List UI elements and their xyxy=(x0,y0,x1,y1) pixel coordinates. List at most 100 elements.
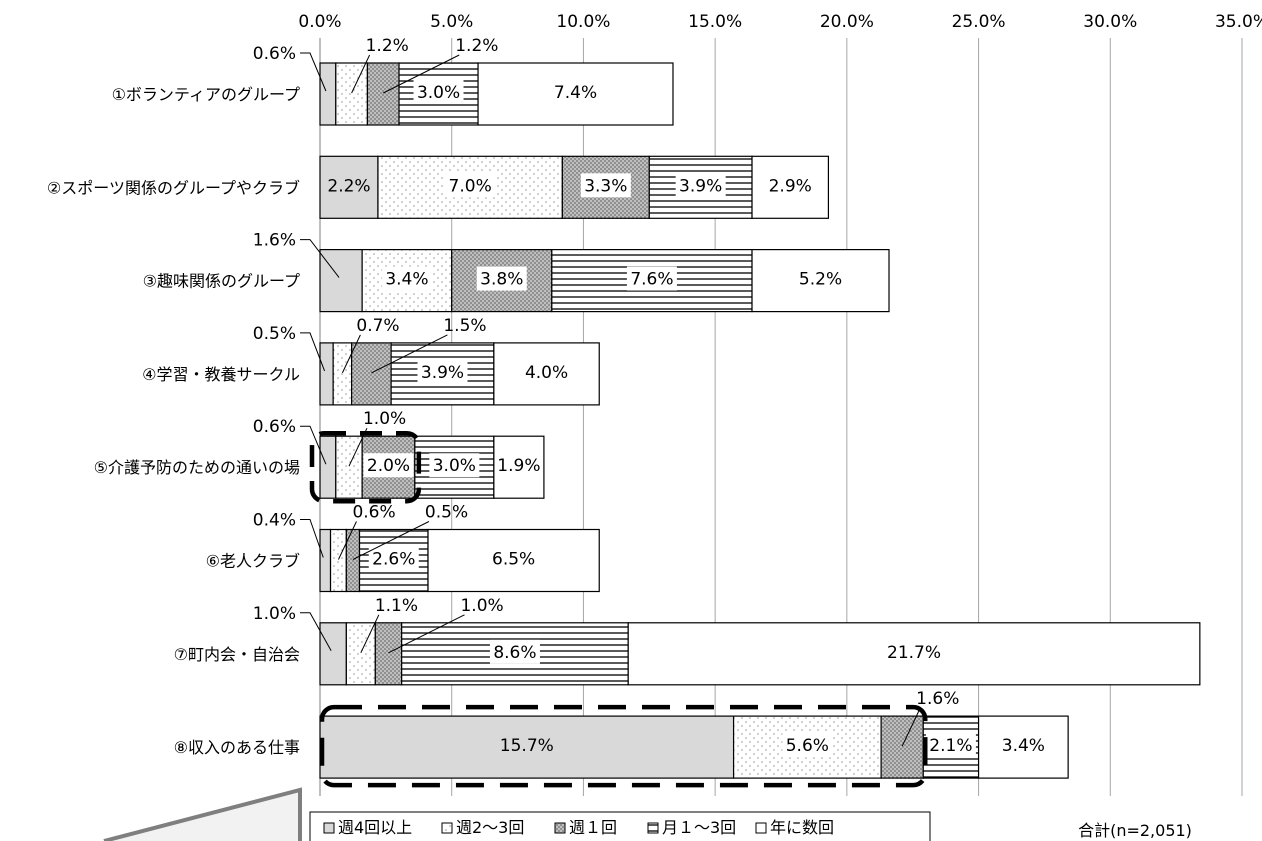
bar-segment xyxy=(319,622,347,686)
sample-size-annotation: 合計(n=2,051) xyxy=(1078,821,1192,840)
data-label-callout: 1.6% xyxy=(253,231,296,251)
bar-segment xyxy=(319,62,337,126)
bar-segment xyxy=(627,622,1201,686)
data-label-callout: 0.6% xyxy=(253,44,296,64)
data-label: 5.2% xyxy=(799,270,842,290)
data-label: 7.6% xyxy=(630,270,673,290)
bar-segment xyxy=(335,435,363,499)
data-label: 8.6% xyxy=(493,643,536,663)
bar-segment xyxy=(374,622,403,686)
legend-swatch xyxy=(755,822,767,834)
data-label: 21.7% xyxy=(887,643,941,663)
x-tick-label: 35.0% xyxy=(1215,12,1262,32)
bar-segment xyxy=(751,155,830,219)
leader-line xyxy=(901,707,921,747)
bar-segment xyxy=(332,342,353,406)
legend-label: 年に数回 xyxy=(770,818,834,837)
callout-shape xyxy=(103,787,302,841)
bar-segment xyxy=(732,715,882,779)
leader-line xyxy=(300,425,327,465)
category-label: ⑧収入のある仕事 xyxy=(174,738,300,757)
data-label: 2.0% xyxy=(367,456,410,476)
leader-line xyxy=(341,334,361,374)
legend-swatch xyxy=(323,822,335,834)
data-label-callout: 1.1% xyxy=(375,596,418,616)
legend-label: 週１回 xyxy=(569,818,617,837)
data-label: 7.4% xyxy=(554,83,597,103)
bar-segment xyxy=(880,715,924,779)
category-label: ⑥老人クラブ xyxy=(206,552,300,571)
data-label-bg xyxy=(580,173,631,198)
data-label-callout: 0.7% xyxy=(356,316,399,336)
legend-swatch xyxy=(441,822,453,834)
data-label-callout: 1.2% xyxy=(366,36,409,56)
data-label: 3.0% xyxy=(433,456,476,476)
data-label-callout: 1.5% xyxy=(443,316,486,336)
data-label-bg xyxy=(429,453,480,478)
category-label: ④学習・教養サークル xyxy=(142,365,300,384)
data-label: 2.6% xyxy=(372,550,415,570)
data-label: 2.9% xyxy=(769,176,812,196)
leader-line xyxy=(300,519,324,558)
bar-segment xyxy=(335,62,369,126)
bar-segment xyxy=(319,528,332,593)
data-label-bg xyxy=(417,359,468,384)
data-label: 3.3% xyxy=(584,176,627,196)
highlight-box xyxy=(309,430,422,504)
bar-segment xyxy=(319,342,334,406)
category-label: ③趣味関係のグループ xyxy=(143,272,300,291)
data-label-callout: 0.6% xyxy=(352,503,395,523)
data-label-bg xyxy=(381,266,432,291)
data-label: 6.5% xyxy=(492,550,535,570)
data-label-callout: 1.0% xyxy=(460,596,503,616)
x-tick-label: 25.0% xyxy=(952,12,1006,32)
bar-segment xyxy=(477,62,674,126)
data-label: 3.4% xyxy=(1002,736,1045,756)
legend-label: 週2～3回 xyxy=(456,818,524,837)
leader-line xyxy=(360,614,380,654)
data-label-bg xyxy=(476,266,527,291)
leader-line xyxy=(388,614,465,654)
data-label: 3.4% xyxy=(385,270,428,290)
x-tick-label: 30.0% xyxy=(1083,12,1137,32)
bar-segment xyxy=(493,342,600,406)
bar-segment xyxy=(329,528,347,593)
legend-swatch xyxy=(554,822,566,834)
bar-segment xyxy=(451,249,553,313)
data-label: 3.0% xyxy=(417,83,460,103)
data-label-callout: 0.6% xyxy=(253,417,296,437)
data-label: 15.7% xyxy=(500,736,554,756)
leader-line xyxy=(300,332,326,372)
data-label-bg xyxy=(489,639,540,664)
data-label-bg xyxy=(626,266,677,291)
category-label: ⑤介護予防のための通いの場 xyxy=(94,458,300,477)
data-label-bg xyxy=(368,546,419,571)
data-label-bg xyxy=(445,173,496,198)
x-tick-label: 15.0% xyxy=(688,12,742,32)
data-label: 3.9% xyxy=(421,363,464,383)
data-label: 4.0% xyxy=(525,363,568,383)
data-label: 1.9% xyxy=(497,456,540,476)
leader-line xyxy=(351,54,371,94)
data-label-callout: 0.4% xyxy=(253,511,296,531)
data-label: 2.1% xyxy=(929,736,972,756)
x-tick-label: 20.0% xyxy=(820,12,874,32)
data-label-callout: 0.5% xyxy=(253,324,296,344)
bar-segment xyxy=(751,249,890,313)
leader-line xyxy=(371,334,448,374)
data-label: 5.6% xyxy=(786,736,829,756)
data-label-callout: 1.2% xyxy=(455,36,498,56)
legend-label: 月１～3回 xyxy=(662,818,736,837)
data-label-bg xyxy=(413,80,464,104)
x-tick-label: 10.0% xyxy=(556,12,610,32)
data-label-callout: 1.0% xyxy=(363,409,406,429)
category-label: ⑦町内会・自治会 xyxy=(174,645,300,664)
data-label-bg xyxy=(363,453,414,478)
data-label: 2.2% xyxy=(327,176,370,196)
legend-box xyxy=(309,811,931,841)
data-label: 7.0% xyxy=(449,176,492,196)
data-label-bg xyxy=(675,173,726,198)
bar-segment xyxy=(319,715,735,779)
leader-line xyxy=(300,52,327,92)
